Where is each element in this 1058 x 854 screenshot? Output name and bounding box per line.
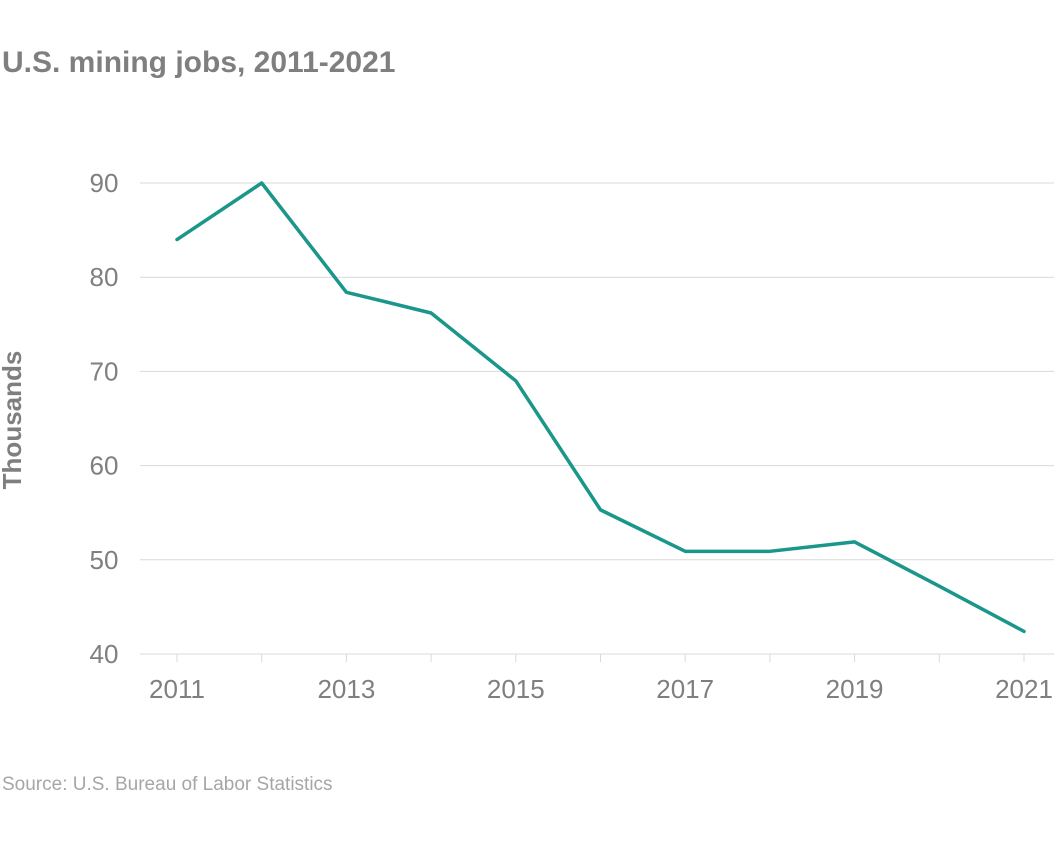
y-tick-label: 60 xyxy=(90,451,119,481)
x-tick-label: 2019 xyxy=(826,674,884,704)
x-tick-label: 2021 xyxy=(995,674,1053,704)
y-tick-label: 40 xyxy=(90,639,119,669)
x-tick-label: 2015 xyxy=(487,674,545,704)
x-axis-labels: 2011 2013 2015 2017 2019 2021 xyxy=(149,674,1053,704)
y-tick-label: 50 xyxy=(90,545,119,575)
x-axis xyxy=(140,653,1054,662)
series xyxy=(175,181,1026,634)
y-tick-label: 80 xyxy=(90,262,119,292)
gridlines xyxy=(140,182,1054,561)
y-axis: 40 50 60 70 80 90 xyxy=(90,168,119,669)
chart-title: U.S. mining jobs, 2011-2021 xyxy=(2,46,396,79)
x-tick-label: 2013 xyxy=(317,674,375,704)
y-axis-title: Thousands xyxy=(0,351,27,490)
y-tick-label: 70 xyxy=(90,356,119,386)
x-tick-label: 2017 xyxy=(656,674,714,704)
x-tick-label: 2011 xyxy=(149,674,205,704)
y-tick-label: 90 xyxy=(90,168,119,198)
series-line xyxy=(175,181,1026,634)
source-note: Source: U.S. Bureau of Labor Statistics xyxy=(2,774,333,795)
